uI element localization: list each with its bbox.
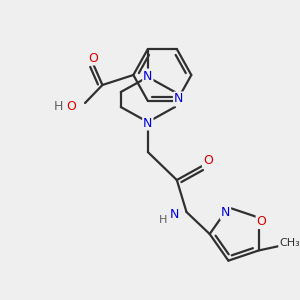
Text: H: H (53, 100, 63, 113)
Text: N: N (170, 208, 180, 220)
Text: N: N (221, 206, 230, 219)
Text: O: O (203, 154, 213, 166)
Text: N: N (143, 116, 152, 130)
Text: CH₃: CH₃ (279, 238, 300, 248)
Text: O: O (256, 215, 266, 228)
Text: N: N (143, 70, 152, 83)
Text: O: O (67, 100, 76, 113)
Text: N: N (174, 92, 184, 106)
Text: O: O (88, 52, 98, 64)
Text: H: H (159, 215, 167, 225)
